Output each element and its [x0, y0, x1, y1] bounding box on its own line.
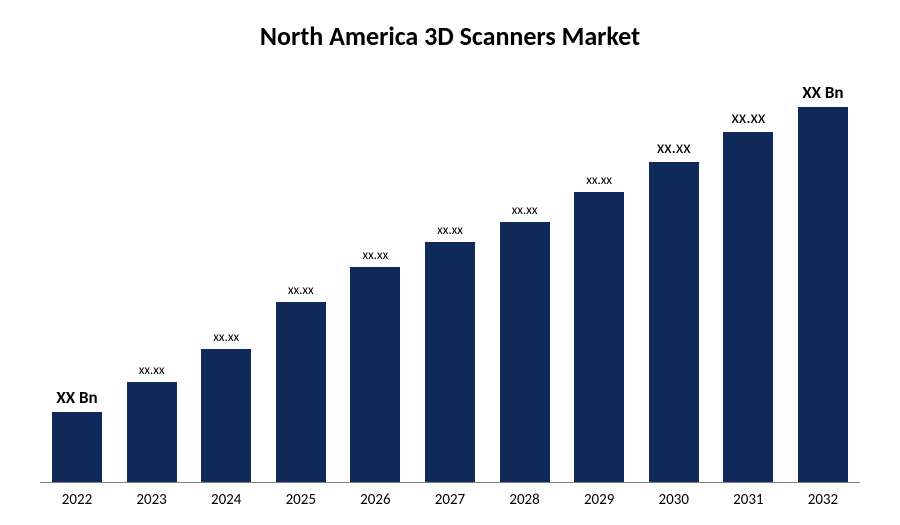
- chart-title: North America 3D Scanners Market: [40, 20, 860, 52]
- bar-value-label: xx.xx: [437, 223, 463, 238]
- xaxis-label: 2029: [567, 491, 631, 509]
- xaxis-row: 2022 2023 2024 2025 2026 2027 2028 2029 2030 2031…: [40, 483, 860, 509]
- xaxis-label: 2030: [642, 491, 706, 509]
- bar: [350, 267, 400, 482]
- xaxis-label: 2028: [493, 491, 557, 509]
- xaxis-label: 2027: [418, 491, 482, 509]
- bar-group: xx.xx: [567, 173, 631, 482]
- bar-group: XX Bn: [45, 387, 109, 482]
- bar: [500, 222, 550, 482]
- bar-group: xx.xx: [120, 363, 184, 482]
- bar-value-label: xx.xx: [731, 107, 765, 128]
- bar-value-label: xx.xx: [512, 203, 538, 218]
- bar: [723, 132, 773, 482]
- bar-group: xx.xx: [194, 330, 258, 482]
- xaxis-label: 2024: [194, 491, 258, 509]
- bar: [201, 349, 251, 482]
- bar-group: xx.xx: [642, 137, 706, 482]
- bar-value-label: xx.xx: [288, 283, 314, 298]
- bar-value-label: xx.xx: [657, 137, 691, 158]
- bar-group: xx.xx: [343, 248, 407, 482]
- bar-group: XX Bn: [791, 82, 855, 482]
- bar-group: xx.xx: [493, 203, 557, 482]
- bar-value-label: xx.xx: [362, 248, 388, 263]
- bar-group: xx.xx: [269, 283, 333, 482]
- bar: [276, 302, 326, 482]
- xaxis-label: 2031: [716, 491, 780, 509]
- bar-value-label: xx.xx: [139, 363, 165, 378]
- xaxis-label: 2023: [120, 491, 184, 509]
- xaxis-label: 2025: [269, 491, 333, 509]
- bar-value-label: xx.xx: [213, 330, 239, 345]
- bar: [574, 192, 624, 482]
- bars-row: XX Bn xx.xx xx.xx xx.xx xx.xx xx.xx xx.xx xx.xx…: [40, 82, 860, 483]
- bar: [52, 412, 102, 482]
- bar-value-label: XX Bn: [56, 387, 97, 408]
- xaxis-label: 2026: [343, 491, 407, 509]
- bar-value-label: xx.xx: [586, 173, 612, 188]
- bar: [425, 242, 475, 482]
- chart-area: XX Bn xx.xx xx.xx xx.xx xx.xx xx.xx xx.xx xx.xx…: [40, 82, 860, 509]
- xaxis-label: 2022: [45, 491, 109, 509]
- bar: [798, 107, 848, 482]
- bar: [649, 162, 699, 482]
- bar-group: xx.xx: [418, 223, 482, 482]
- bar: [127, 382, 177, 482]
- bar-value-label: XX Bn: [802, 82, 843, 103]
- xaxis-label: 2032: [791, 491, 855, 509]
- bar-group: xx.xx: [716, 107, 780, 482]
